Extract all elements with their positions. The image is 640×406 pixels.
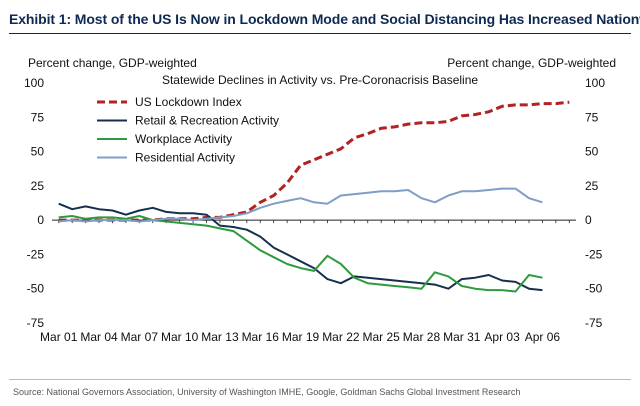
y-tick-label-right: 25 [585,179,599,193]
y-tick-label-right: 50 [585,145,599,159]
title-divider [9,33,631,34]
series-line-residential-activity [58,187,543,223]
x-tick-label: Mar 31 [443,330,481,344]
y-tick-label-left: 50 [31,145,45,159]
y-tick-label-left: 25 [31,179,45,193]
chart-subtitle: Statewide Declines in Activity vs. Pre-C… [161,73,479,87]
x-tick-label: Mar 22 [322,330,360,344]
x-tick-label: Mar 25 [362,330,400,344]
y-tick-label-left: -75 [27,316,45,330]
x-tick-label: Apr 06 [525,330,561,344]
x-tick-label: Mar 16 [242,330,280,344]
x-tick-label: Mar 07 [121,330,159,344]
y-tick-label-left: 75 [31,110,45,124]
y-tick-label-left: 100 [24,76,44,90]
y-tick-label-right: -50 [585,282,603,296]
series-line-retail-recreation-activity [58,202,543,292]
legend-label: Retail & Recreation Activity [135,114,279,128]
right-axis-title: Percent change, GDP-weighted [447,56,616,70]
legend-label: Workplace Activity [135,132,232,146]
x-tick-label: Mar 04 [80,330,118,344]
legend-label: Residential Activity [135,151,235,165]
x-tick-label: Mar 13 [201,330,239,344]
y-tick-label-left: -50 [27,282,45,296]
y-tick-label-right: -75 [585,316,603,330]
y-tick-label-left: 0 [37,213,44,227]
y-tick-label-right: -25 [585,247,603,261]
x-tick-label: Apr 03 [484,330,520,344]
exhibit-title: Exhibit 1: Most of the US Is Now in Lock… [9,11,640,27]
y-tick-label-right: 75 [585,110,599,124]
left-axis-title: Percent change, GDP-weighted [28,56,197,70]
legend-label: US Lockdown Index [135,95,242,109]
footer-divider [9,379,631,380]
y-tick-label-right: 0 [585,213,592,227]
y-tick-label-left: -25 [27,247,45,261]
y-tick-label-right: 100 [585,76,605,90]
series-line-workplace-activity [58,215,543,293]
x-tick-label: Mar 19 [282,330,320,344]
x-tick-label: Mar 01 [40,330,78,344]
x-tick-label: Mar 28 [403,330,441,344]
x-tick-label: Mar 10 [161,330,199,344]
source-note: Source: National Governors Association, … [13,387,521,397]
